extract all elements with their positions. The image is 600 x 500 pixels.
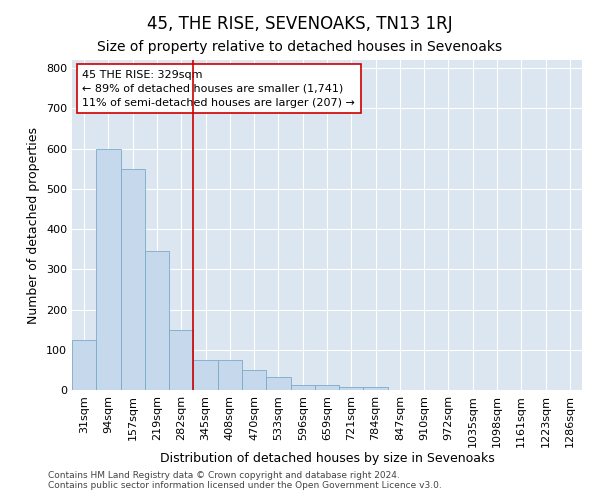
Bar bbox=[315, 385, 339, 390]
Bar bbox=[218, 360, 242, 390]
Bar bbox=[364, 387, 388, 390]
Bar bbox=[145, 251, 169, 390]
X-axis label: Distribution of detached houses by size in Sevenoaks: Distribution of detached houses by size … bbox=[160, 452, 494, 466]
Bar bbox=[266, 376, 290, 390]
Bar bbox=[242, 370, 266, 390]
Bar bbox=[193, 360, 218, 390]
Text: 45, THE RISE, SEVENOAKS, TN13 1RJ: 45, THE RISE, SEVENOAKS, TN13 1RJ bbox=[147, 15, 453, 33]
Bar bbox=[96, 148, 121, 390]
Text: Contains HM Land Registry data © Crown copyright and database right 2024.
Contai: Contains HM Land Registry data © Crown c… bbox=[48, 470, 442, 490]
Bar bbox=[72, 340, 96, 390]
Bar bbox=[169, 330, 193, 390]
Bar bbox=[290, 385, 315, 390]
Text: 45 THE RISE: 329sqm
← 89% of detached houses are smaller (1,741)
11% of semi-det: 45 THE RISE: 329sqm ← 89% of detached ho… bbox=[82, 70, 355, 108]
Y-axis label: Number of detached properties: Number of detached properties bbox=[28, 126, 40, 324]
Bar bbox=[339, 387, 364, 390]
Bar bbox=[121, 168, 145, 390]
Text: Size of property relative to detached houses in Sevenoaks: Size of property relative to detached ho… bbox=[97, 40, 503, 54]
